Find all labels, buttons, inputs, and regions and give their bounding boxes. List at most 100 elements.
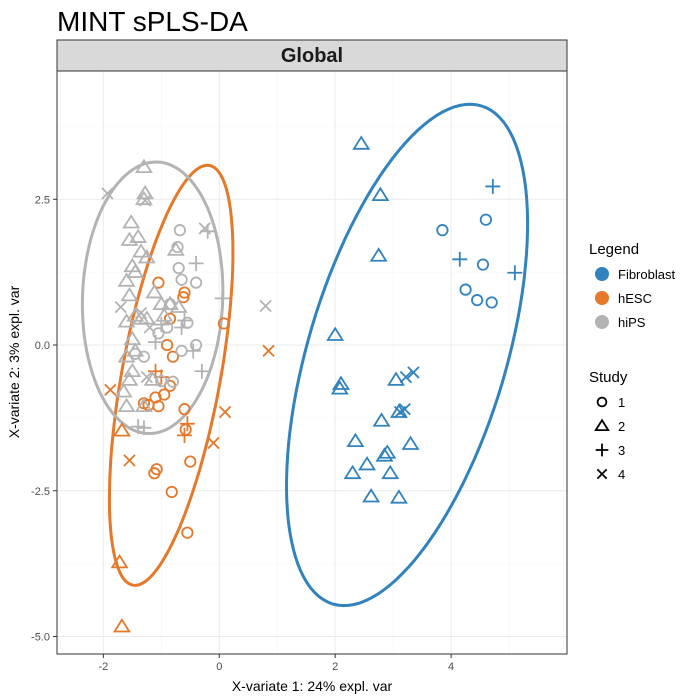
facet-strip: Global <box>56 39 568 72</box>
data-point-hips <box>117 397 136 413</box>
facet-label: Global <box>281 45 343 67</box>
data-point-fibroblast <box>358 456 377 471</box>
legend-shape-title: Study <box>589 369 628 386</box>
data-point-hesc <box>152 400 165 413</box>
data-point-hesc <box>152 276 165 289</box>
data-point-hips <box>175 344 188 357</box>
data-point-hesc <box>207 436 220 450</box>
data-point-fibroblast <box>369 247 388 262</box>
legend-color-label: hiPS <box>618 315 646 330</box>
data-point-hips <box>134 306 148 320</box>
data-point-hesc <box>181 526 194 539</box>
data-point-fibroblast <box>387 371 406 386</box>
y-tick-label: 0.0 <box>35 340 50 352</box>
data-point-hesc <box>262 344 275 358</box>
data-point-hips <box>136 184 155 200</box>
data-point-hips <box>155 375 168 388</box>
data-point-hips <box>166 241 185 256</box>
data-point-hips <box>138 194 152 207</box>
data-point-fibroblast <box>389 489 408 504</box>
points-layer <box>101 135 523 633</box>
data-point-fibroblast <box>407 366 420 379</box>
x-tick-label: 0 <box>216 661 222 673</box>
legend-color-label: hESC <box>618 291 652 306</box>
chart-title: MINT sPLS-DA <box>57 6 248 37</box>
legend-shape-cross-icon <box>596 468 608 480</box>
data-point-hips <box>132 243 151 258</box>
data-point-fibroblast <box>371 186 390 201</box>
data-point-hips <box>143 321 156 334</box>
legend-color-swatch <box>595 315 609 329</box>
data-point-hips <box>145 284 164 299</box>
legend: Legend Fibroblast hESC hiPS Study 1 2 3 4 <box>589 241 675 482</box>
data-point-hesc <box>165 485 178 499</box>
data-point-hesc <box>179 423 192 436</box>
y-tick-label: -5.0 <box>31 632 50 644</box>
data-point-hips <box>161 295 180 311</box>
data-point-fibroblast <box>507 265 523 281</box>
data-point-fibroblast <box>471 294 484 307</box>
data-point-hips <box>153 317 169 333</box>
data-point-hips <box>194 363 210 379</box>
data-point-fibroblast <box>381 464 400 480</box>
data-point-fibroblast <box>393 405 407 419</box>
ticks-layer: -2 0 2 4 -5.0 -2.5 0.0 2.5 <box>31 194 454 673</box>
data-point-hips <box>173 224 186 237</box>
data-point-fibroblast <box>331 375 350 390</box>
confidence-ellipse-fibroblast <box>284 102 530 608</box>
data-point-hips <box>152 327 165 340</box>
legend-color-label: Fibroblast <box>618 267 675 282</box>
legend-color-title: Legend <box>589 241 639 258</box>
data-point-hips <box>177 313 192 328</box>
data-point-fibroblast <box>479 213 492 226</box>
data-point-hips <box>126 263 145 278</box>
data-point-hesc <box>153 369 169 385</box>
data-point-hips <box>259 299 272 313</box>
data-point-hips <box>188 255 204 271</box>
x-tick-label: -2 <box>98 661 108 673</box>
legend-shape-label: 3 <box>618 443 625 458</box>
data-point-hesc <box>110 553 129 569</box>
data-point-hips <box>120 286 139 302</box>
data-point-hips <box>172 261 185 275</box>
data-point-fibroblast <box>330 380 349 395</box>
legend-shape-entries: 1 2 3 4 <box>594 395 625 482</box>
data-point-fibroblast <box>436 224 449 237</box>
data-point-hesc <box>161 338 174 352</box>
data-point-fibroblast <box>452 251 468 267</box>
data-point-fibroblast <box>372 412 391 427</box>
data-point-hips <box>134 158 153 174</box>
data-point-hips <box>214 290 230 306</box>
data-point-hesc <box>218 405 232 419</box>
data-point-hesc <box>179 416 195 432</box>
data-point-hips <box>174 320 190 335</box>
data-point-hips <box>185 343 201 359</box>
data-point-hips <box>114 300 127 314</box>
legend-color-entries: Fibroblast hESC hiPS <box>595 267 675 330</box>
data-point-hips <box>129 228 148 243</box>
data-point-hips <box>122 214 141 229</box>
data-point-fibroblast <box>378 444 397 459</box>
data-point-hips <box>134 397 153 413</box>
data-point-hips <box>189 276 203 289</box>
data-point-hesc <box>177 427 192 443</box>
data-point-fibroblast <box>326 326 345 341</box>
data-point-fibroblast <box>362 488 381 503</box>
data-point-fibroblast <box>485 296 498 309</box>
legend-shape-label: 1 <box>618 395 625 410</box>
data-point-fibroblast <box>399 370 413 384</box>
data-point-fibroblast <box>476 258 490 271</box>
data-point-fibroblast <box>485 178 501 194</box>
data-point-hips <box>101 187 114 200</box>
x-tick-label: 2 <box>332 661 338 673</box>
data-point-hesc <box>178 286 191 299</box>
data-point-hips <box>117 313 136 328</box>
data-point-fibroblast <box>375 447 394 462</box>
data-point-hesc <box>184 455 197 468</box>
data-point-hesc <box>148 467 161 480</box>
data-point-hips <box>117 348 136 363</box>
legend-shape-plus-icon <box>595 443 609 457</box>
data-point-hips <box>169 298 188 313</box>
data-point-hips <box>143 371 162 386</box>
x-axis-title: X-variate 1: 24% expl. var <box>232 678 393 694</box>
